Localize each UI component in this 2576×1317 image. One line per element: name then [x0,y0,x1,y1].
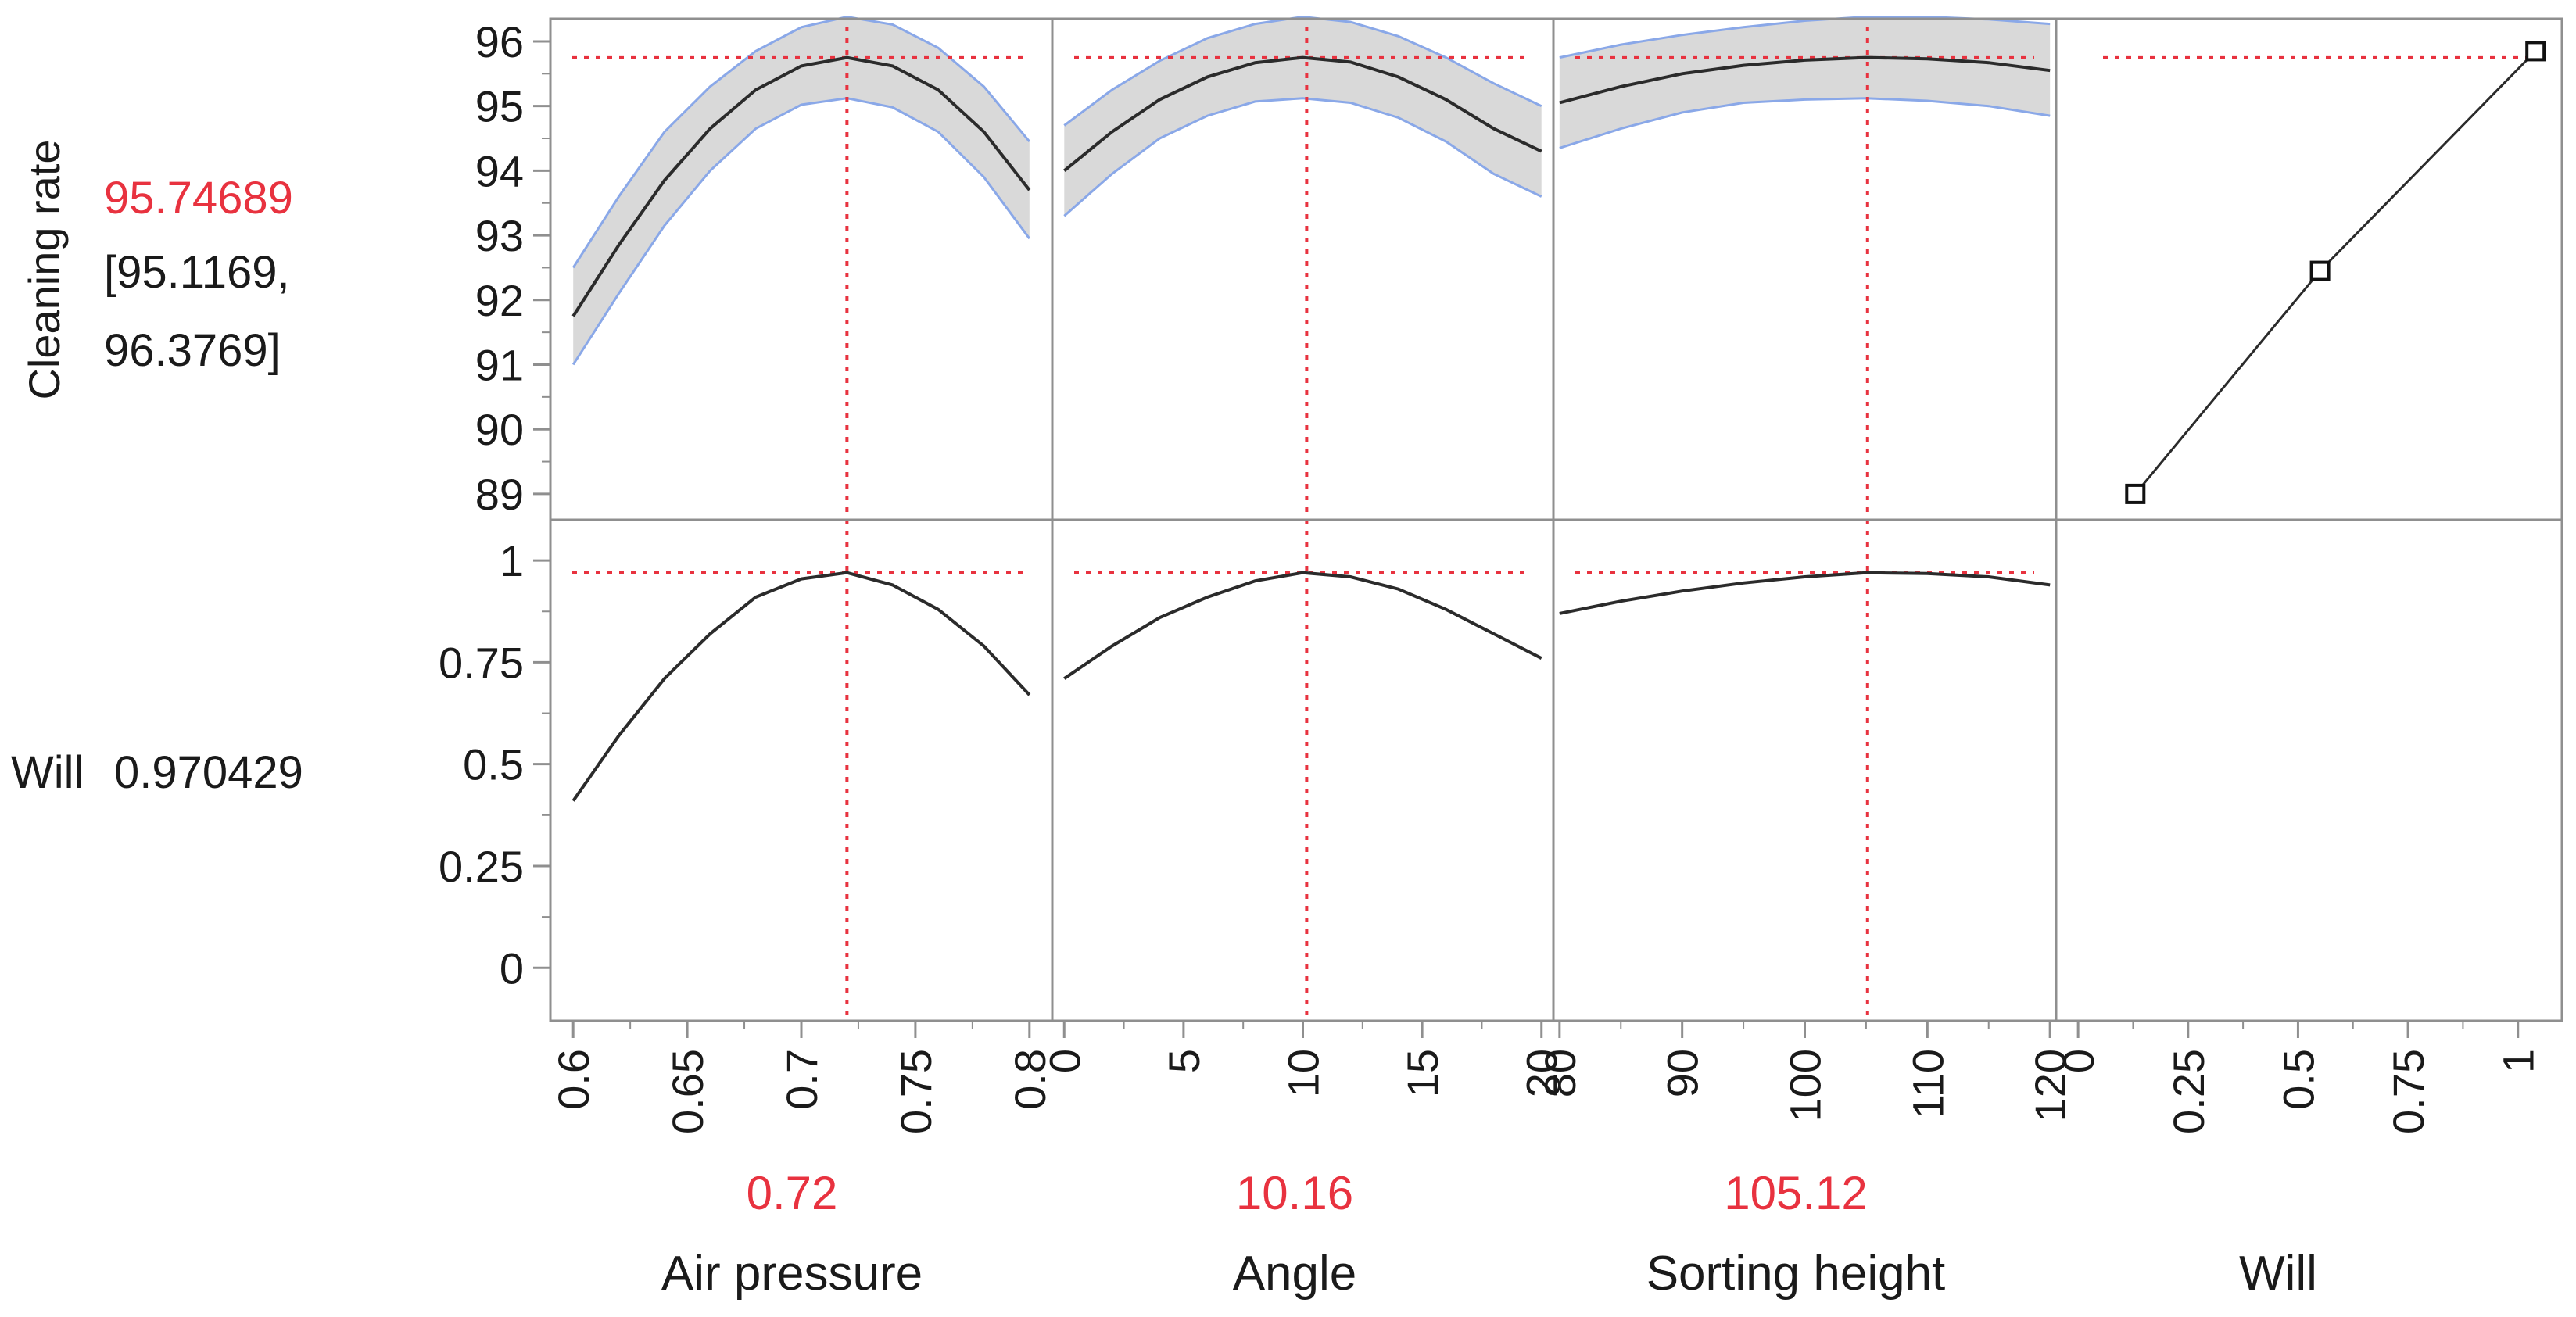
cleaning-rate-interval-high: 96.3769] [104,325,281,376]
confidence-band-air-pressure [573,16,1030,365]
x-tick-label-c1-1: 5 [1159,1049,1209,1073]
x-tick-label-c1-2: 10 [1279,1049,1328,1097]
will-curve-sorting-height [1559,571,2051,615]
factor-current-value-air-pressure: 0.72 [747,1167,838,1219]
cleaning-rate-current-value: 95.74689 [104,173,293,224]
x-tick-label-c0-2: 0.7 [777,1049,826,1110]
panel-frame-r1-c0 [549,518,1054,1022]
cleaning-rate-curve-air-pressure [571,55,1031,317]
confidence-lower-sorting-height [1559,97,2051,149]
y-tick-label-r1-2: 0.5 [463,740,524,789]
y-tick-label-r0-7: 96 [475,17,524,66]
x-tick-label-c3-0: 0 [2054,1049,2103,1073]
will-curve-angle [1063,571,1542,680]
factor-label-air-pressure: Air pressure [661,1247,923,1301]
cleaning-rate-curve-sorting-height [1559,55,2051,105]
confidence-upper-angle [1063,15,1542,127]
x-tick-label-c0-4: 0.8 [1005,1049,1055,1110]
x-tick-label-c1-0: 0 [1040,1049,1089,1073]
y-tick-label-r1-4: 1 [500,536,524,585]
factor-label-sorting-height: Sorting height [1646,1247,1946,1301]
response-label-cleaning-rate: Cleaning rate [20,139,69,399]
x-tick-label-c2-4: 120 [2026,1049,2075,1122]
y-tick-label-r0-6: 95 [475,82,524,131]
confidence-band-sorting-height [1559,16,2051,149]
cleaning-rate-curve-angle [1063,55,1542,172]
desirability-handle-2 [2525,41,2546,62]
will-curve-air-pressure [571,571,1031,802]
x-tick-label-c0-1: 0.65 [663,1049,712,1134]
x-tick-label-c0-3: 0.75 [891,1049,940,1134]
y-tick-label-r0-2: 91 [475,340,524,389]
factor-current-value-sorting-height: 105.12 [1724,1167,1868,1219]
confidence-band-angle [1064,16,1542,217]
panel-frame-r1-c2 [1552,518,2058,1022]
y-tick-label-r0-3: 92 [475,276,524,325]
x-tick-label-c2-0: 80 [1535,1049,1585,1097]
x-tick-label-c3-1: 0.25 [2164,1049,2213,1134]
confidence-band-layer [571,15,2051,366]
panel-frame-r1-c1 [1051,518,1555,1022]
y-tick-label-r0-5: 94 [475,146,524,195]
prediction-curve-layer [571,41,2546,802]
desirability-line [2134,50,2537,495]
panel-frame-r0-c3 [2055,17,2563,521]
desirability-handle-1 [2309,260,2331,281]
x-tick-label-c3-4: 1 [2494,1049,2543,1073]
confidence-upper-air-pressure [571,15,1030,269]
panel-frame-r1-c3 [2055,518,2563,1022]
panel-frame-layer [549,17,2563,1022]
y-tick-label-r1-3: 0.75 [439,638,524,687]
y-tick-label-r0-4: 93 [475,211,524,260]
cleaning-rate-interval-low: [95.1169, [104,247,290,298]
x-tick-label-c2-2: 100 [1781,1049,1830,1122]
x-tick-label-c2-3: 110 [1903,1049,1952,1118]
x-tick-label-c1-3: 15 [1398,1049,1447,1097]
y-tick-label-r0-1: 90 [475,405,524,454]
desirability-handle-0 [2125,483,2146,504]
x-tick-label-c3-2: 0.5 [2273,1049,2323,1110]
confidence-lower-air-pressure [571,97,1031,366]
will-current-value: 0.970429 [114,747,303,798]
factor-current-value-angle: 10.16 [1236,1167,1353,1219]
factor-label-will: Will [2239,1247,2317,1301]
x-tick-label-c0-0: 0.6 [549,1049,598,1110]
x-tick-label-c3-3: 0.75 [2384,1049,2433,1134]
confidence-lower-angle [1063,97,1542,217]
tick-layer: 89 90 91 92 93 94 95 96 0 0.25 0.5 0.75 1 0.6 0.65 0.7 0… [439,17,2543,1134]
y-tick-label-r1-0: 0 [500,943,524,993]
factor-label-angle: Angle [1233,1247,1357,1301]
x-tick-label-c2-1: 90 [1658,1049,1707,1097]
y-tick-label-r0-0: 89 [475,470,524,519]
x-tick-label-c1-4: 20 [1517,1049,1567,1097]
response-label-will: Will [11,747,84,798]
y-tick-label-r1-1: 0.25 [439,842,524,891]
